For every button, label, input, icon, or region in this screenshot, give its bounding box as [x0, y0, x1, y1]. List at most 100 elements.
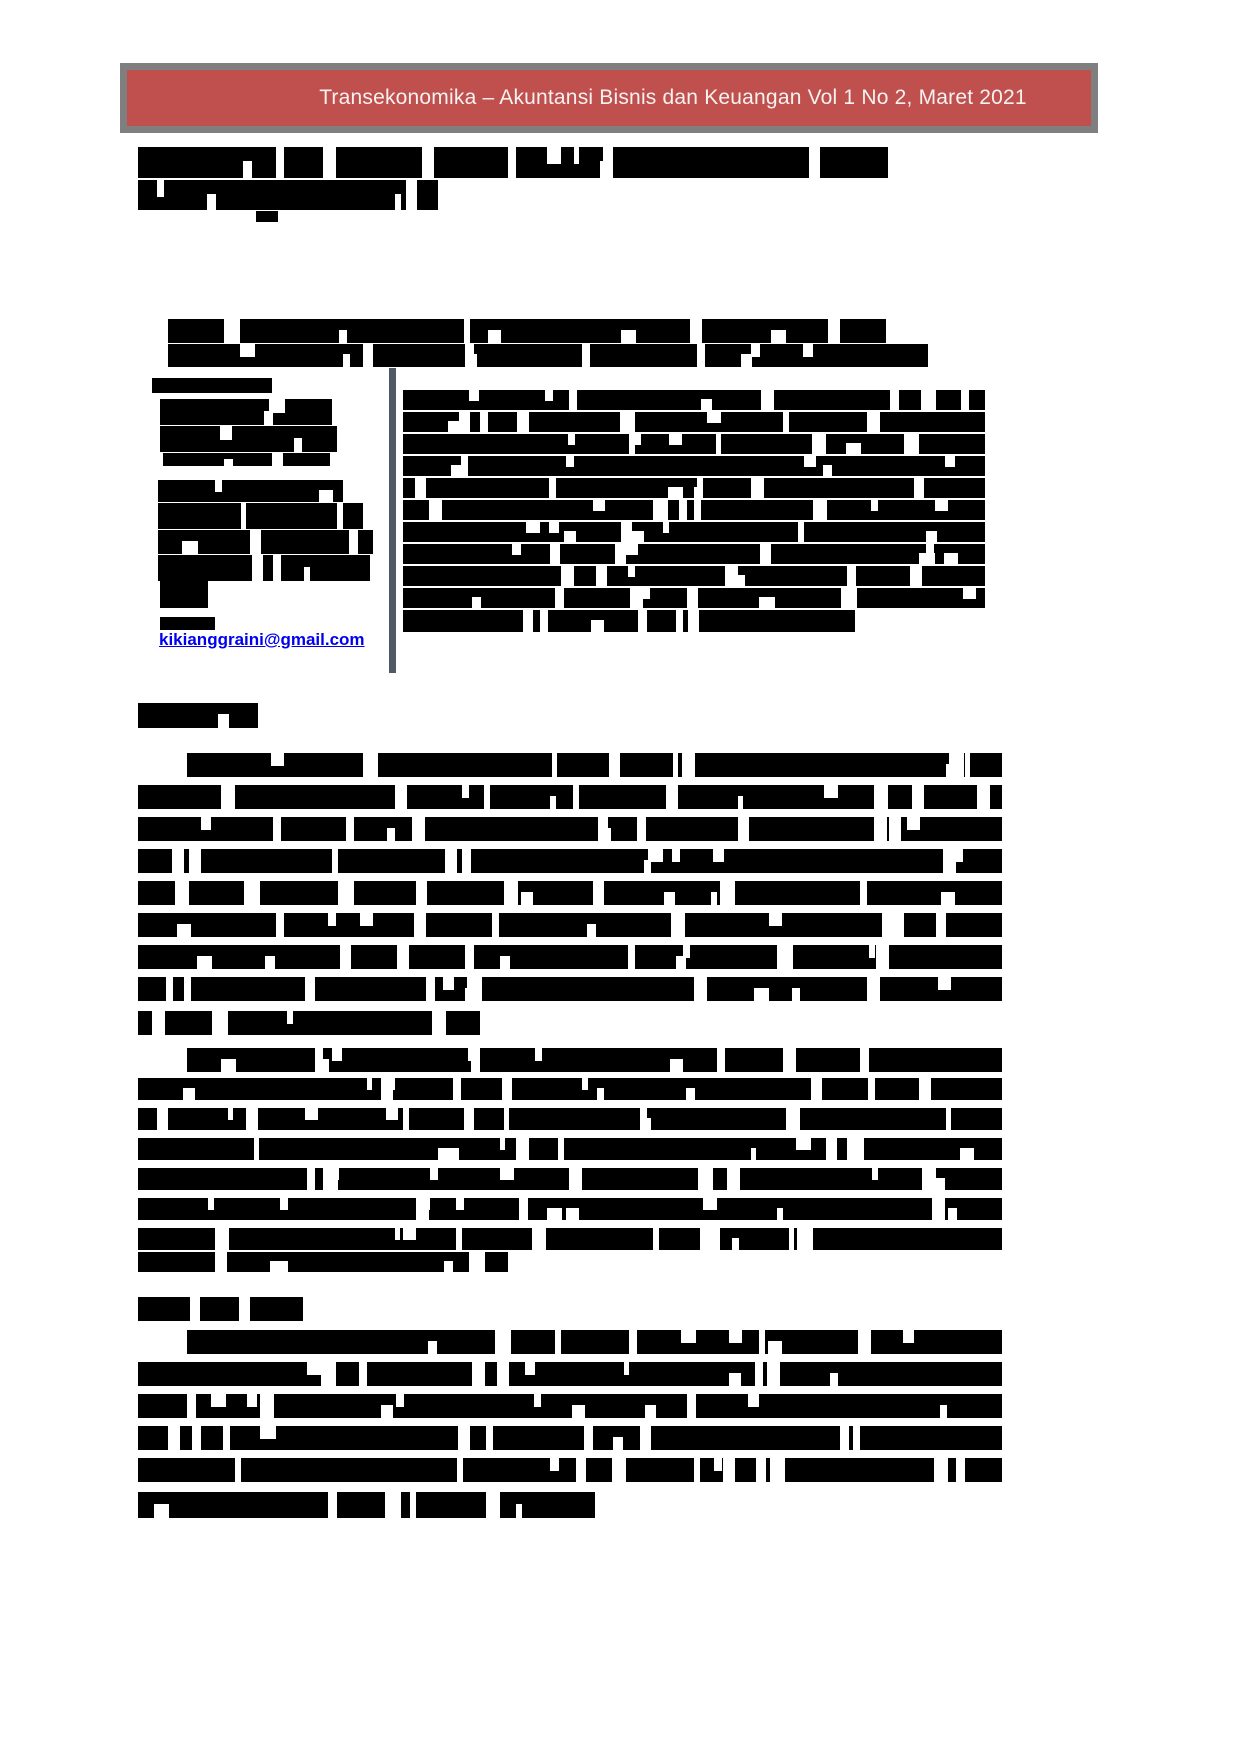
redaction-gap — [679, 500, 688, 520]
redaction-gap — [587, 923, 596, 937]
redaction-gap — [243, 881, 260, 905]
redaction-gap — [294, 437, 302, 452]
redaction-gap — [550, 1458, 559, 1472]
redaction-gap — [183, 977, 192, 1001]
redaction-gap — [444, 1261, 453, 1272]
paragraph-line — [138, 785, 1002, 809]
redaction-gap — [722, 1458, 736, 1482]
abstract-line — [403, 610, 855, 632]
redaction-gap — [549, 795, 556, 809]
redaction-gap — [904, 434, 919, 454]
redaction-gap — [682, 945, 691, 959]
redaction-gap — [859, 881, 868, 905]
redaction-gap — [358, 1362, 368, 1386]
redaction-gap — [652, 500, 668, 520]
redaction-gap — [792, 987, 801, 1001]
redaction-gap — [211, 1394, 226, 1408]
redaction-gap — [501, 1078, 513, 1100]
redaction-gap — [753, 987, 770, 1001]
redaction-gap — [182, 540, 199, 554]
redaction-gap — [331, 849, 339, 873]
redaction-gap — [492, 913, 500, 937]
redaction-gap — [860, 1048, 869, 1072]
redaction-gap — [250, 530, 262, 554]
redaction-gap — [563, 531, 577, 542]
paragraph-line — [138, 1078, 1002, 1100]
redaction-gap — [720, 881, 735, 905]
paragraph-line — [138, 1138, 1002, 1160]
redaction-gap — [785, 1108, 800, 1130]
redaction-gap — [235, 1458, 241, 1482]
redaction-gap — [449, 1147, 459, 1160]
redaction-gap — [405, 180, 417, 210]
redaction-gap — [484, 785, 490, 809]
redaction-gap — [415, 881, 427, 905]
redaction-gap — [429, 1168, 439, 1181]
paragraph-line — [187, 1330, 1002, 1354]
author-line — [168, 319, 886, 343]
redaction-gap — [345, 817, 355, 841]
redaction-gap — [829, 1372, 839, 1386]
redaction-gap — [342, 354, 350, 367]
redaction-gap — [154, 1503, 170, 1518]
redaction-gap — [240, 503, 247, 529]
redaction-gap — [207, 1198, 214, 1211]
redaction-gap — [304, 977, 316, 1001]
redaction-gap — [464, 987, 472, 1001]
redaction-gap — [681, 753, 696, 777]
redaction-gap — [625, 544, 639, 555]
redaction-gap — [525, 522, 540, 533]
redaction-gap — [667, 487, 684, 498]
redaction-gap — [849, 1138, 864, 1160]
redaction-gap — [945, 1108, 952, 1130]
redaction-gap — [620, 522, 633, 542]
redaction-gap — [251, 555, 264, 581]
redaction-gap — [272, 453, 283, 466]
redaction-gap — [459, 412, 471, 432]
redaction-gap — [499, 1362, 508, 1386]
redaction-gap — [321, 1362, 337, 1386]
redaction-gap — [565, 1207, 579, 1220]
redaction-gap — [666, 785, 678, 809]
redaction-gap — [453, 1078, 461, 1100]
redaction-gap — [693, 1458, 700, 1482]
redaction-gap — [944, 456, 956, 467]
redaction-gap — [732, 1237, 740, 1250]
redaction-gap — [201, 817, 212, 831]
redaction-gap — [387, 827, 395, 841]
paragraph-line — [138, 1168, 1002, 1190]
redaction-gap — [961, 390, 969, 410]
redaction-gap — [516, 412, 529, 432]
redaction-gap — [783, 1048, 796, 1072]
redaction-gap — [469, 1252, 485, 1272]
redaction-gap — [437, 1147, 450, 1160]
redaction-gap — [431, 1011, 446, 1035]
redaction-gap — [804, 456, 816, 467]
redaction-gap — [914, 478, 925, 498]
redaction-gap — [672, 753, 679, 777]
redaction-gap — [672, 849, 681, 863]
email-link[interactable]: kikianggraini@gmail.com — [159, 630, 365, 649]
redaction-gap — [504, 881, 518, 905]
redaction-gap — [932, 1198, 945, 1220]
paragraph-line — [138, 1394, 1002, 1418]
paragraph-line — [187, 1048, 1002, 1072]
redaction-gap — [675, 610, 684, 632]
redaction-gap — [758, 1330, 766, 1354]
redaction-gap — [730, 575, 746, 586]
redaction-gap — [245, 1108, 259, 1130]
redaction-gap — [866, 977, 880, 1001]
redaction-gap — [307, 1168, 315, 1190]
redaction-gap — [175, 881, 189, 905]
redaction-gap — [456, 1198, 464, 1211]
redaction-gap — [609, 753, 620, 777]
abstract-line — [403, 544, 985, 564]
redaction-gap — [593, 500, 606, 511]
redaction-gap — [549, 522, 559, 533]
redaction-gap — [699, 1228, 706, 1250]
redaction-gap — [192, 1426, 202, 1450]
redaction-gap — [957, 753, 964, 777]
redaction-gap — [206, 193, 216, 210]
redaction-gap — [756, 1458, 766, 1482]
redaction-gap — [573, 785, 579, 809]
